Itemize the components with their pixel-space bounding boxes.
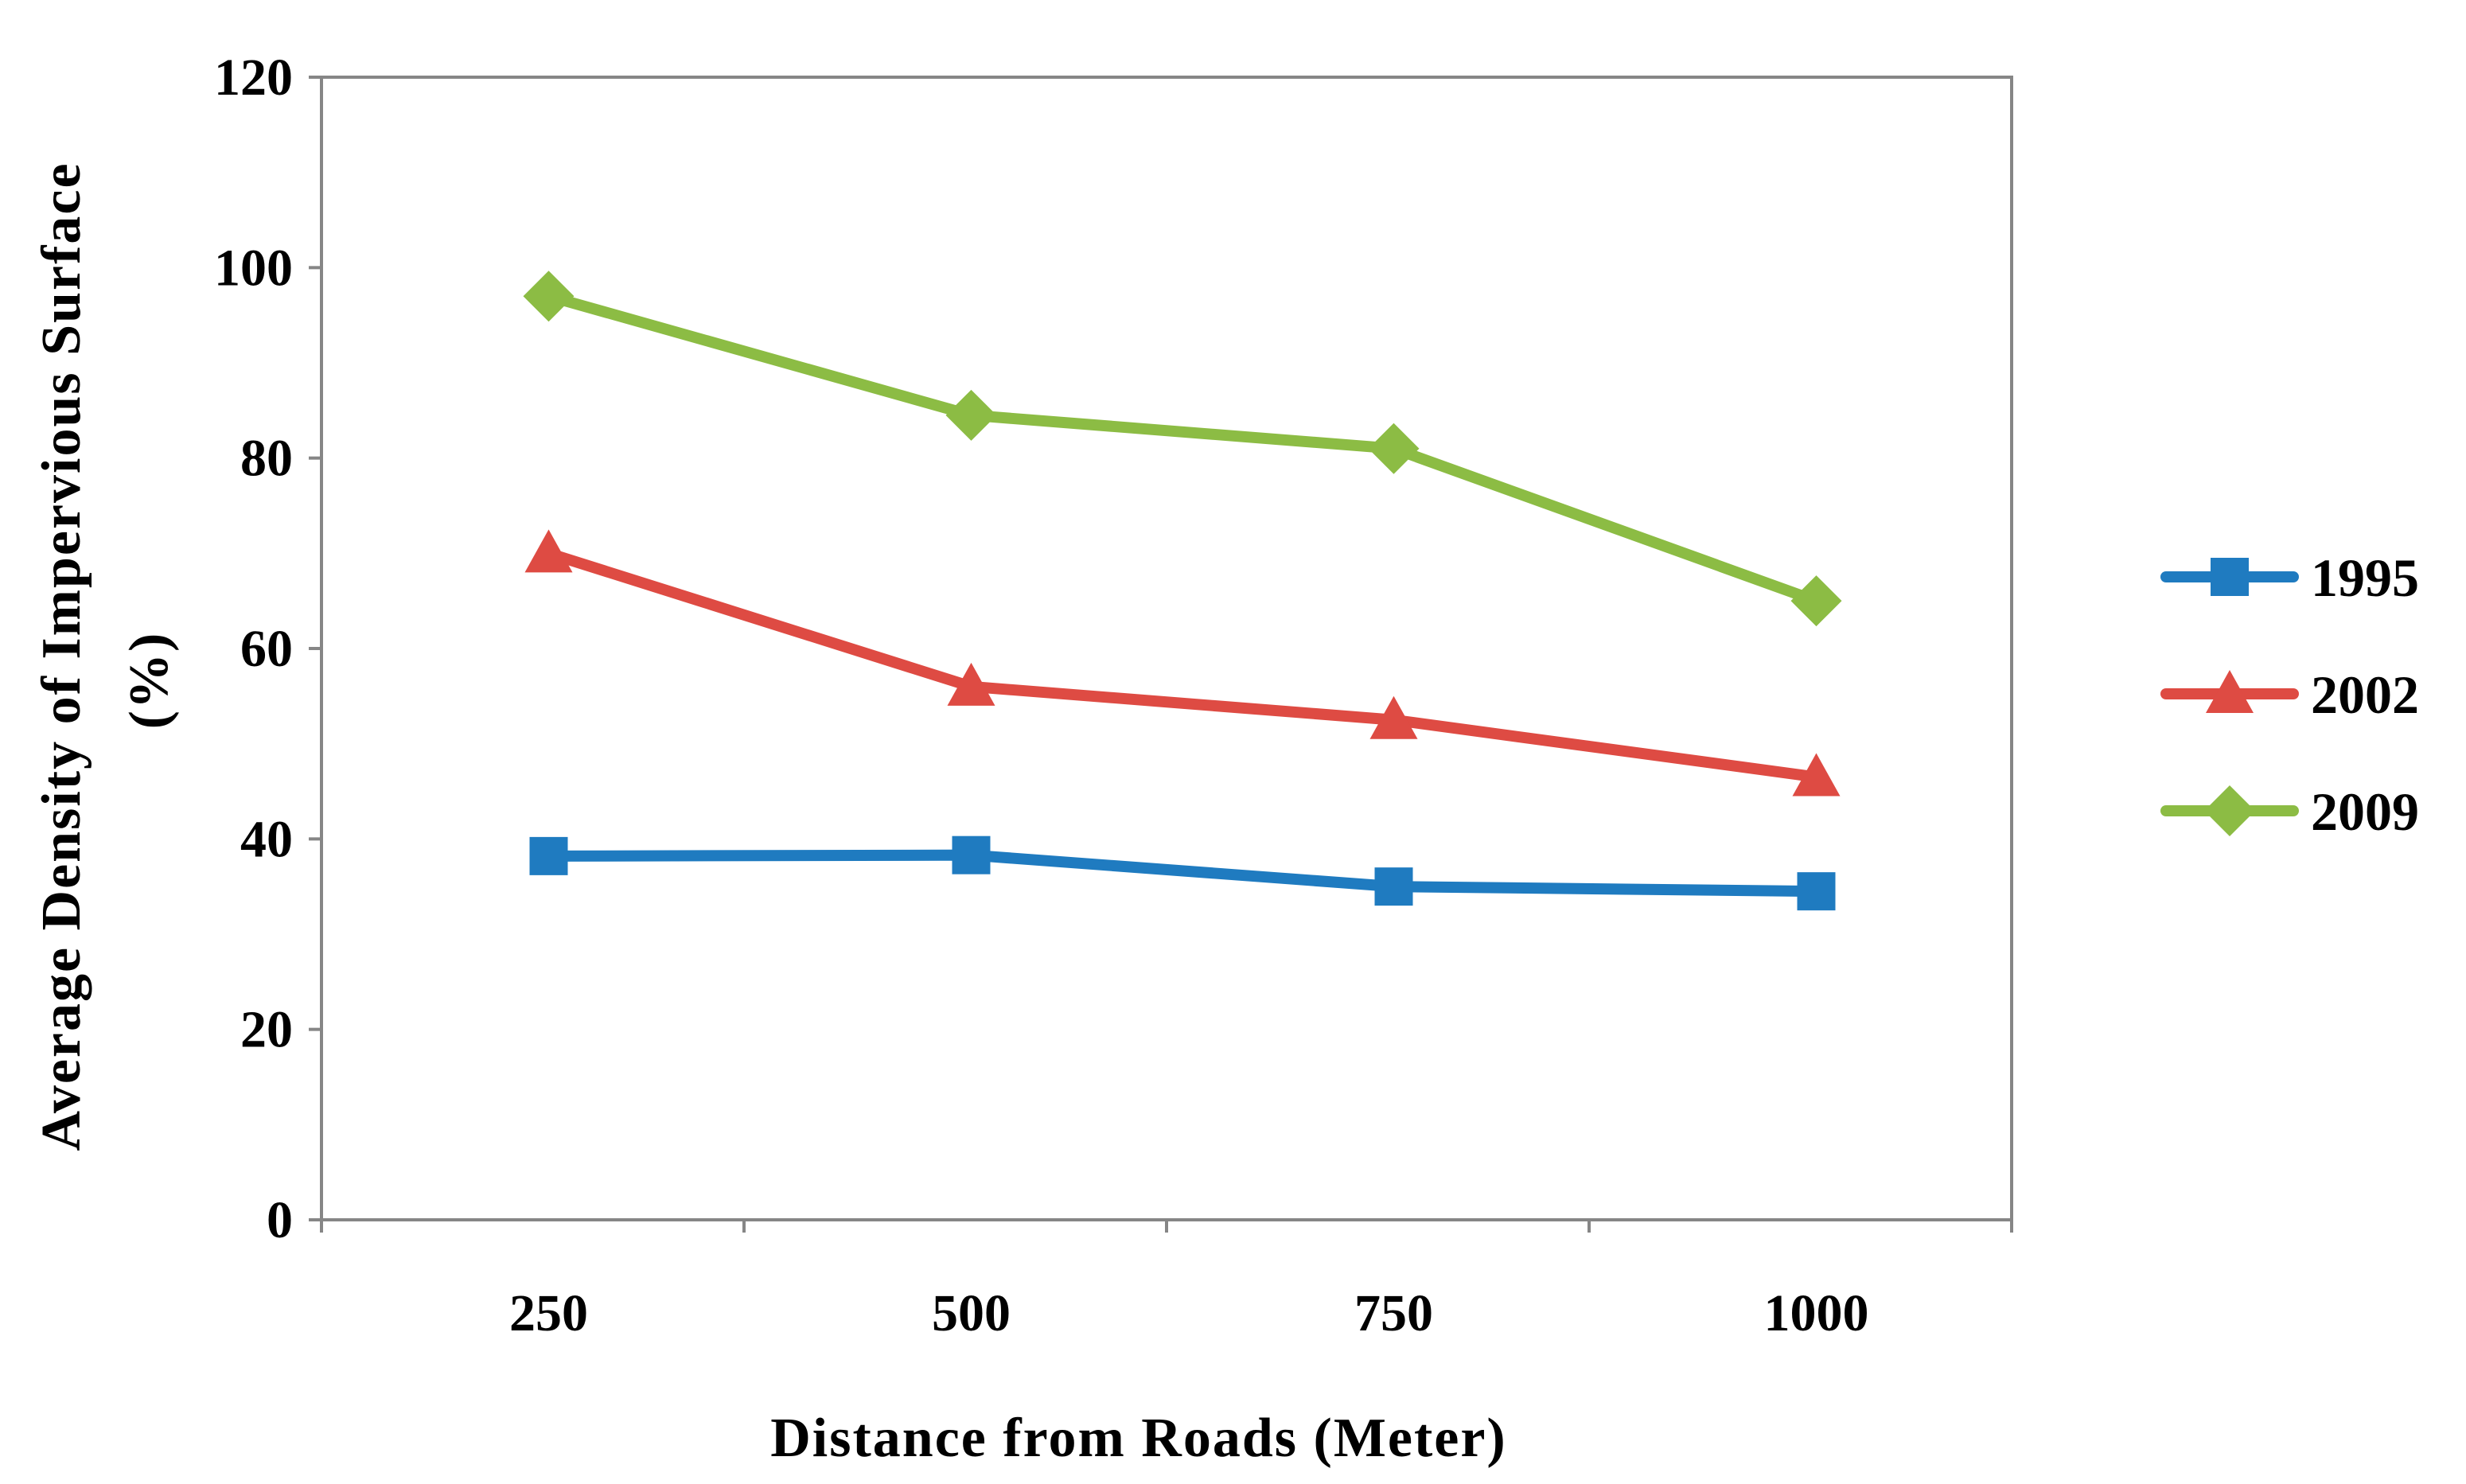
series-line-2002 — [543, 547, 1822, 783]
y-axis-title: Average Density of Impervious Surface — [31, 162, 92, 1151]
data-point-2002 — [524, 529, 573, 573]
x-tick-label: 250 — [509, 1284, 588, 1342]
x-axis-title: Distance from Roads (Meter) — [770, 1408, 1506, 1469]
data-point-2009 — [1368, 423, 1420, 474]
legend-label: 2002 — [2311, 664, 2419, 725]
data-point-2002 — [947, 662, 995, 706]
data-point-2009 — [523, 271, 575, 322]
legend-item-2002: 2002 — [2160, 664, 2419, 725]
series-line-2009 — [543, 290, 1822, 607]
data-point-2002 — [1369, 695, 1418, 739]
series-1995 — [529, 835, 1836, 911]
data-point-2009 — [945, 389, 997, 441]
series-2002 — [524, 529, 1841, 797]
y-tick-label: 0 — [267, 1191, 293, 1249]
y-tick-label: 20 — [240, 1001, 293, 1059]
y-tick-label: 80 — [240, 430, 293, 488]
x-tick-label: 500 — [932, 1284, 1011, 1342]
y-tick-label: 60 — [240, 620, 293, 678]
legend-label: 1995 — [2311, 547, 2419, 608]
data-point-1995 — [529, 836, 568, 875]
x-tick-label: 750 — [1354, 1284, 1433, 1342]
series-line-1995 — [543, 849, 1822, 898]
y-tick-label: 120 — [214, 49, 293, 107]
data-point-1995 — [1797, 872, 1836, 911]
legend-label: 2009 — [2311, 781, 2419, 842]
x-tick-label: 1000 — [1764, 1284, 1869, 1342]
data-point-1995 — [952, 835, 991, 874]
legend-swatch-marker — [2204, 785, 2255, 836]
legend-item-2009: 2009 — [2160, 781, 2419, 842]
y-tick-label: 40 — [240, 810, 293, 868]
legend-swatch-marker — [2206, 670, 2254, 713]
y-tick-label: 100 — [214, 239, 293, 297]
series-2009 — [523, 271, 1842, 627]
legend-item-1995: 1995 — [2160, 547, 2419, 608]
data-point-2002 — [1792, 753, 1841, 797]
y-axis-title-unit: (%) — [119, 632, 180, 730]
data-point-1995 — [1374, 867, 1413, 906]
data-point-2009 — [1790, 575, 1842, 627]
plot-area-border — [320, 76, 2013, 1221]
legend-swatch-marker — [2211, 558, 2249, 596]
